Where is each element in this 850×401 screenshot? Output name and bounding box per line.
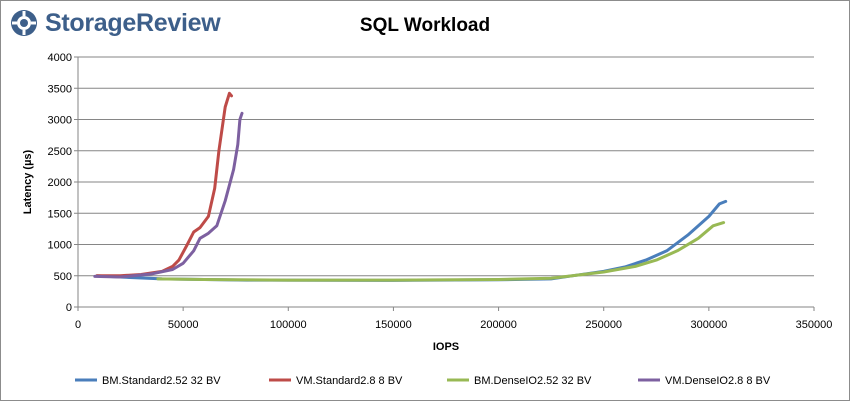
y-axis-ticks: 0 500 1000 1500 2000 2500 3000 3500 4000 [48, 52, 78, 314]
x-tick-label-0: 0 [75, 319, 81, 331]
x-tick-label-7: 350000 [796, 319, 833, 331]
logo-text: StorageReview [45, 8, 221, 37]
legend-label-3: VM.DenseIO2.8 8 BV [665, 375, 771, 387]
x-tick-label-6: 300000 [690, 319, 727, 331]
y-tick-label-3: 1500 [48, 208, 72, 220]
legend-label-2: BM.DenseIO2.52 32 BV [474, 375, 592, 387]
series-lines [93, 91, 728, 282]
gridlines [78, 56, 814, 277]
x-tick-label-1: 50000 [168, 319, 199, 331]
y-tick-label-8: 4000 [48, 52, 72, 64]
x-tick-label-3: 150000 [375, 319, 412, 331]
y-tick-label-0: 0 [66, 302, 72, 314]
legend: BM.Standard2.52 32 BV VM.Standard2.8 8 BV… [75, 375, 771, 387]
y-tick-label-4: 2000 [48, 177, 72, 189]
legend-label-1: VM.Standard2.8 8 BV [296, 375, 403, 387]
y-tick-label-1: 500 [54, 271, 72, 283]
series-line-3 [93, 111, 244, 279]
storagereview-gear-logo-icon [11, 10, 37, 36]
legend-label-0: BM.Standard2.52 32 BV [102, 375, 221, 387]
y-tick-label-2: 1000 [48, 240, 72, 252]
x-tick-label-4: 200000 [480, 319, 517, 331]
x-axis-ticks: 0 50000 100000 150000 200000 250000 300000 3500… [75, 307, 832, 331]
x-axis-title: IOPS [433, 341, 459, 353]
series-line-2 [156, 221, 726, 282]
chart-title: SQL Workload [359, 15, 491, 36]
x-tick-label-5: 250000 [585, 319, 622, 331]
y-tick-label-5: 2500 [48, 146, 72, 158]
x-tick-label-2: 100000 [270, 319, 307, 331]
y-tick-label-7: 3500 [48, 83, 72, 95]
y-tick-label-6: 3000 [48, 115, 72, 127]
y-axis-title: Latency (µs) [22, 149, 34, 214]
logo: StorageReview [9, 5, 221, 41]
series-line-1 [95, 91, 233, 278]
